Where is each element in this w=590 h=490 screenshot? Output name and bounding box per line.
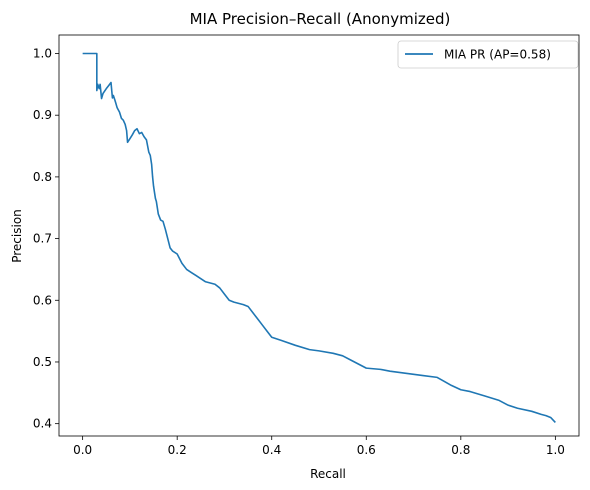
x-tick-label: 0.4: [262, 443, 281, 457]
x-tick-label: 0.0: [73, 443, 92, 457]
x-axis-label: Recall: [310, 467, 346, 481]
x-tick-label: 0.2: [168, 443, 187, 457]
x-tick-label: 0.8: [451, 443, 470, 457]
y-axis-label: Precision: [10, 209, 24, 263]
legend: MIA PR (AP=0.58): [397, 40, 579, 69]
y-tick-label: 1.0: [33, 47, 52, 61]
y-tick-label: 0.4: [33, 417, 52, 431]
y-axis-ticks: 0.4 0.5 0.6 0.7 0.8 0.9 1.0: [33, 47, 59, 431]
legend-box: [397, 40, 579, 69]
x-axis-ticks: 0.0 0.2 0.4 0.6 0.8 1.0: [73, 436, 565, 457]
y-tick-label: 0.6: [33, 293, 52, 307]
chart-title: MIA Precision–Recall (Anonymized): [190, 10, 451, 28]
y-tick-label: 0.7: [33, 232, 52, 246]
series-line: [82, 52, 556, 423]
plot-area-frame: [58, 34, 580, 437]
y-tick-label: 0.9: [33, 108, 52, 122]
x-tick-label: 1.0: [546, 443, 565, 457]
y-tick-label: 0.5: [33, 355, 52, 369]
y-tick-label: 0.8: [33, 170, 52, 184]
legend-label: MIA PR (AP=0.58): [444, 48, 551, 62]
x-tick-label: 0.6: [357, 443, 376, 457]
